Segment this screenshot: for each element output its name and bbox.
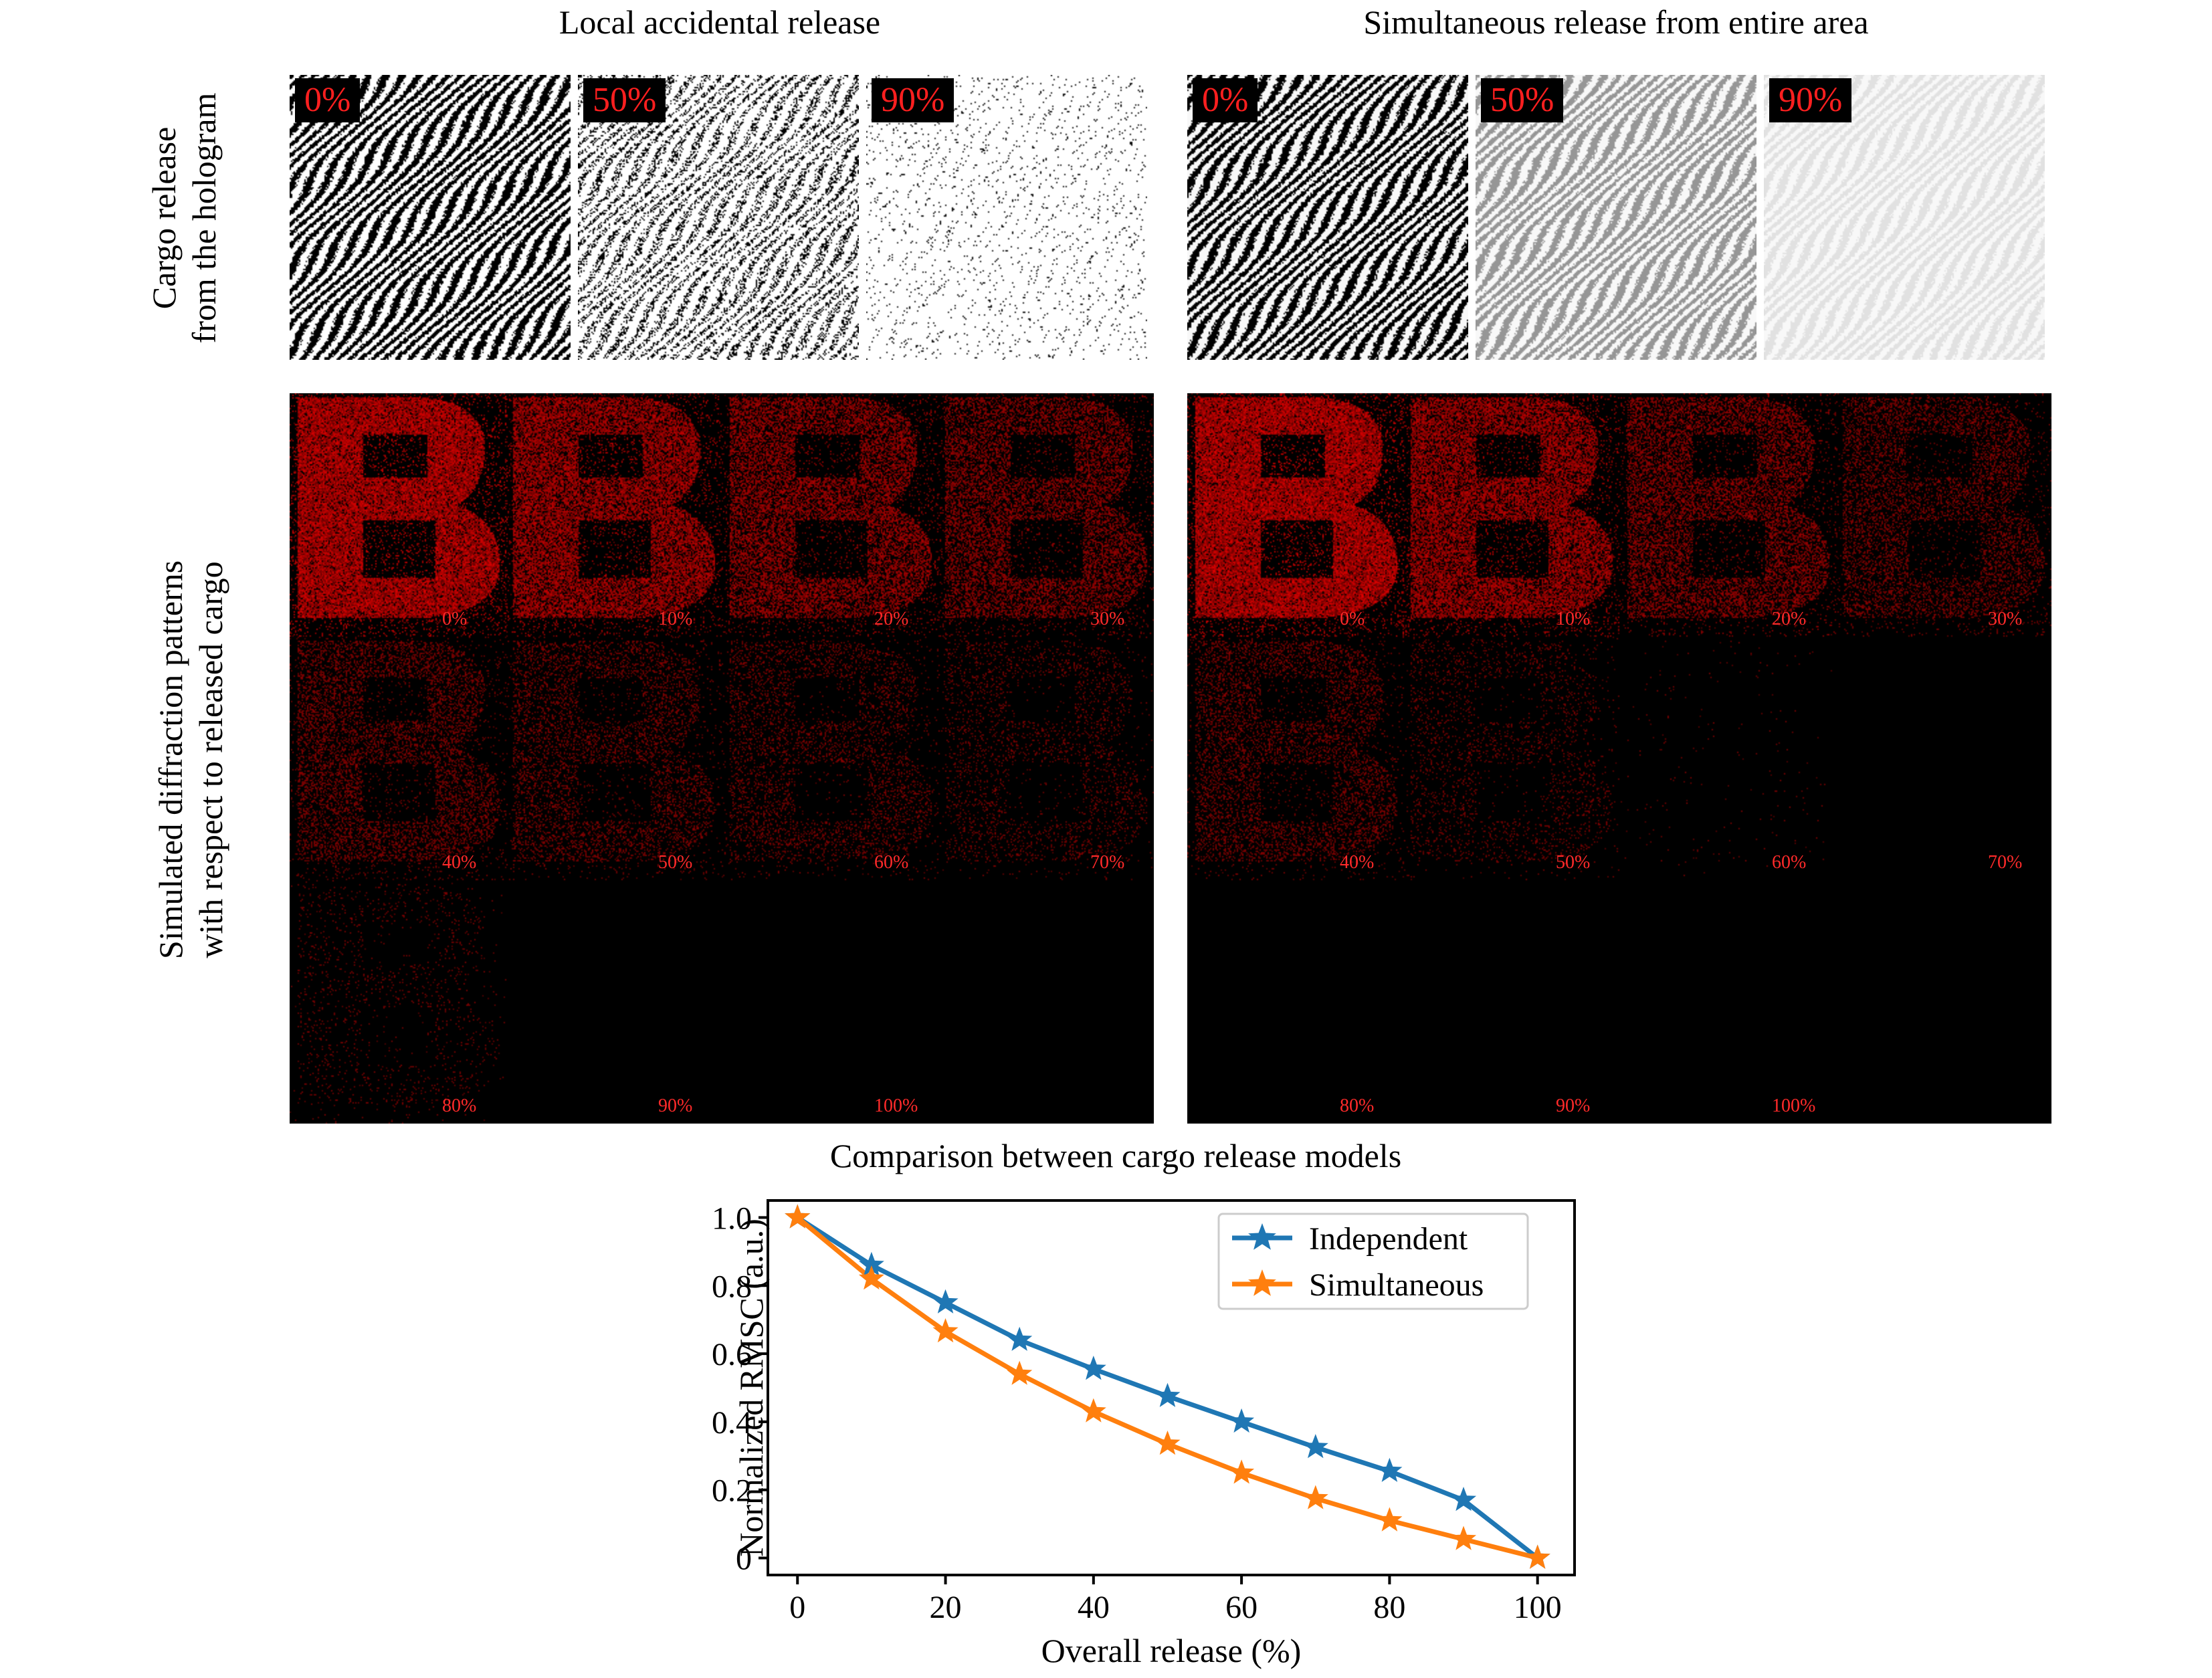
release-badge: 0% (1193, 78, 1258, 122)
right-column-title: Simultaneous release from entire area (1363, 3, 1869, 41)
legend-star-independent (1248, 1223, 1276, 1250)
diffraction-percent-label: 80% (442, 1095, 477, 1116)
data-point-simultaneous (1302, 1485, 1328, 1509)
y-tick-label: 0 (736, 1542, 752, 1577)
release-badge: 50% (1481, 78, 1564, 122)
legend-label-simultaneous: Simultaneous (1309, 1267, 1484, 1303)
diffraction-percent-label: 30% (1090, 609, 1125, 629)
chart-title: Comparison between cargo release models (830, 1137, 1401, 1174)
diffraction-percent-label: 30% (1988, 609, 2023, 629)
data-point-simultaneous (858, 1265, 884, 1290)
data-point-simultaneous (785, 1204, 811, 1229)
y-axis-label: Normalized RMSC (a.u.) (732, 1219, 770, 1556)
diffraction-percent-label: 0% (1340, 609, 1365, 629)
diffraction-percent-label: 20% (874, 609, 909, 629)
hologram-local-0: 0% (290, 75, 571, 360)
data-point-simultaneous (1007, 1360, 1033, 1385)
data-point-independent (1302, 1434, 1328, 1459)
data-point-independent (1007, 1326, 1033, 1351)
x-tick-label: 100 (1514, 1590, 1562, 1625)
release-badge: 0% (295, 78, 361, 122)
data-point-simultaneous (1451, 1526, 1477, 1550)
diffraction-image (290, 393, 1154, 1124)
diffraction-percent-label: 40% (1340, 852, 1375, 873)
y-tick-label: 0.2 (712, 1473, 752, 1509)
y-tick-label: 0.6 (712, 1337, 752, 1372)
hologram-simultaneous-0: 0% (1187, 75, 1468, 360)
release-badge: 90% (872, 78, 954, 122)
hologram-local-50: 50% (578, 75, 859, 360)
diffraction-percent-label: 0% (442, 609, 468, 629)
x-axis-label: Overall release (%) (1041, 1632, 1302, 1669)
legend-star-simultaneous (1248, 1269, 1276, 1296)
diffraction-percent-label: 70% (1090, 852, 1125, 873)
chart-series (785, 1204, 1550, 1569)
diffraction-percent-label: 60% (874, 852, 909, 873)
data-point-independent (932, 1289, 959, 1314)
diffraction-panel-simultaneous: 0% 10% 20% 30% 40% 50% 60% 70% 80% 90% 100% (1187, 393, 2051, 1124)
diffraction-percent-label: 60% (1772, 852, 1807, 873)
data-point-simultaneous (1524, 1544, 1550, 1569)
diffraction-percent-label: 20% (1772, 609, 1807, 629)
diffraction-percent-label: 80% (1340, 1095, 1375, 1116)
x-tick-label: 40 (1078, 1590, 1110, 1625)
hologram-image (1764, 75, 2045, 360)
legend: Independent Simultaneous (1217, 1213, 1529, 1310)
diffraction-image (1187, 393, 2051, 1124)
y-tick-label: 1.0 (712, 1200, 752, 1236)
diffraction-percent-label: 50% (658, 852, 693, 873)
data-point-independent (1154, 1382, 1181, 1407)
x-tick-label: 20 (930, 1590, 962, 1625)
diffraction-percent-label: 90% (1556, 1095, 1591, 1116)
data-point-simultaneous (932, 1318, 959, 1343)
y-tick-label: 0.8 (712, 1269, 752, 1304)
diffraction-percent-label: 100% (1772, 1095, 1816, 1116)
x-tick-label: 60 (1225, 1590, 1258, 1625)
release-badge: 90% (1769, 78, 1852, 122)
left-column-title: Local accidental release (559, 3, 881, 41)
diffraction-percent-label: 90% (658, 1095, 693, 1116)
hologram-image (1187, 75, 1468, 360)
hologram-local-90: 90% (866, 75, 1147, 360)
chart-axes: 0 20 40 60 80 100 0 0.2 0.4 0.6 0.8 1.0 (712, 1200, 1562, 1625)
data-point-independent (1451, 1487, 1477, 1511)
hologram-simultaneous-90: 90% (1764, 75, 2045, 360)
data-point-independent (1229, 1408, 1255, 1433)
release-badge: 50% (583, 78, 666, 122)
hologram-image (866, 75, 1147, 360)
data-point-simultaneous (1377, 1507, 1403, 1532)
diffraction-percent-label: 10% (1556, 609, 1591, 629)
y-tick-label: 0.4 (712, 1405, 752, 1441)
x-tick-label: 0 (789, 1590, 805, 1625)
diffraction-percent-label: 70% (1988, 852, 2023, 873)
plot-frame (767, 1199, 1576, 1576)
data-point-independent (1377, 1457, 1403, 1482)
data-point-simultaneous (1229, 1459, 1255, 1484)
data-point-independent (1080, 1356, 1106, 1380)
diffraction-percent-label: 100% (874, 1095, 918, 1116)
x-tick-label: 80 (1373, 1590, 1405, 1625)
diffraction-percent-label: 10% (658, 609, 693, 629)
diffraction-percent-label: 50% (1556, 852, 1591, 873)
hologram-image (578, 75, 859, 360)
data-point-simultaneous (1154, 1431, 1181, 1455)
hologram-image (290, 75, 571, 360)
data-point-simultaneous (1080, 1398, 1106, 1423)
data-point-independent (858, 1251, 884, 1276)
diffraction-percent-label: 40% (442, 852, 477, 873)
hologram-simultaneous-50: 50% (1476, 75, 1756, 360)
legend-box (1217, 1213, 1529, 1310)
hologram-image (1476, 75, 1756, 360)
legend-label-independent: Independent (1309, 1221, 1468, 1257)
diffraction-panel-local: 0% 10% 20% 30% 40% 50% 60% 70% 80% 90% 100% (290, 393, 1154, 1124)
